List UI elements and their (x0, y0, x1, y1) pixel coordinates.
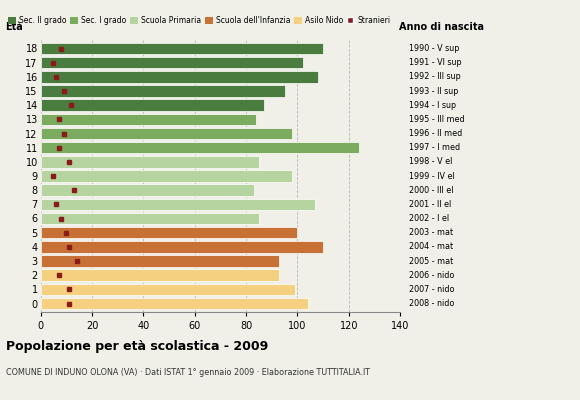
Bar (41, 255, 280, 267)
Bar (41, 213, 259, 224)
Text: 2004 - mat: 2004 - mat (409, 242, 453, 251)
Bar (41, 227, 298, 238)
Text: 1996 - II med: 1996 - II med (409, 129, 462, 138)
Text: 1994 - I sup: 1994 - I sup (409, 101, 456, 110)
Bar (41, 170, 292, 182)
Text: 2005 - mat: 2005 - mat (409, 256, 453, 266)
Text: 1999 - IV el: 1999 - IV el (409, 172, 455, 180)
Bar (41, 142, 359, 154)
Text: 1992 - III sup: 1992 - III sup (409, 72, 461, 81)
Text: Popolazione per età scolastica - 2009: Popolazione per età scolastica - 2009 (6, 340, 268, 353)
Text: 2006 - nido: 2006 - nido (409, 271, 454, 280)
Bar (41, 241, 323, 253)
Bar (41, 156, 259, 168)
Bar (41, 57, 303, 68)
Bar (41, 71, 318, 83)
Text: Anno di nascita: Anno di nascita (399, 22, 484, 32)
Text: 1997 - I med: 1997 - I med (409, 143, 460, 152)
Text: Età: Età (5, 22, 23, 32)
Bar (41, 298, 308, 309)
Bar (41, 128, 292, 139)
Text: 1995 - III med: 1995 - III med (409, 115, 465, 124)
Bar (41, 114, 256, 125)
Bar (41, 85, 285, 97)
Text: 2001 - II el: 2001 - II el (409, 200, 451, 209)
Bar (41, 284, 295, 295)
Legend: Sec. II grado, Sec. I grado, Scuola Primaria, Scuola dell'Infanzia, Asilo Nido, : Sec. II grado, Sec. I grado, Scuola Prim… (9, 16, 390, 25)
Text: 1991 - VI sup: 1991 - VI sup (409, 58, 462, 67)
Bar (41, 269, 280, 281)
Text: 1990 - V sup: 1990 - V sup (409, 44, 459, 53)
Text: COMUNE DI INDUNO OLONA (VA) · Dati ISTAT 1° gennaio 2009 · Elaborazione TUTTITAL: COMUNE DI INDUNO OLONA (VA) · Dati ISTAT… (6, 368, 370, 377)
Bar (41, 198, 316, 210)
Text: 2002 - I el: 2002 - I el (409, 214, 449, 223)
Text: 2007 - nido: 2007 - nido (409, 285, 454, 294)
Bar (41, 43, 323, 54)
Text: 1993 - II sup: 1993 - II sup (409, 86, 458, 96)
Bar (41, 99, 264, 111)
Text: 1998 - V el: 1998 - V el (409, 157, 452, 166)
Bar (41, 184, 254, 196)
Text: 2003 - mat: 2003 - mat (409, 228, 453, 237)
Text: 2000 - III el: 2000 - III el (409, 186, 454, 195)
Text: 2008 - nido: 2008 - nido (409, 299, 454, 308)
